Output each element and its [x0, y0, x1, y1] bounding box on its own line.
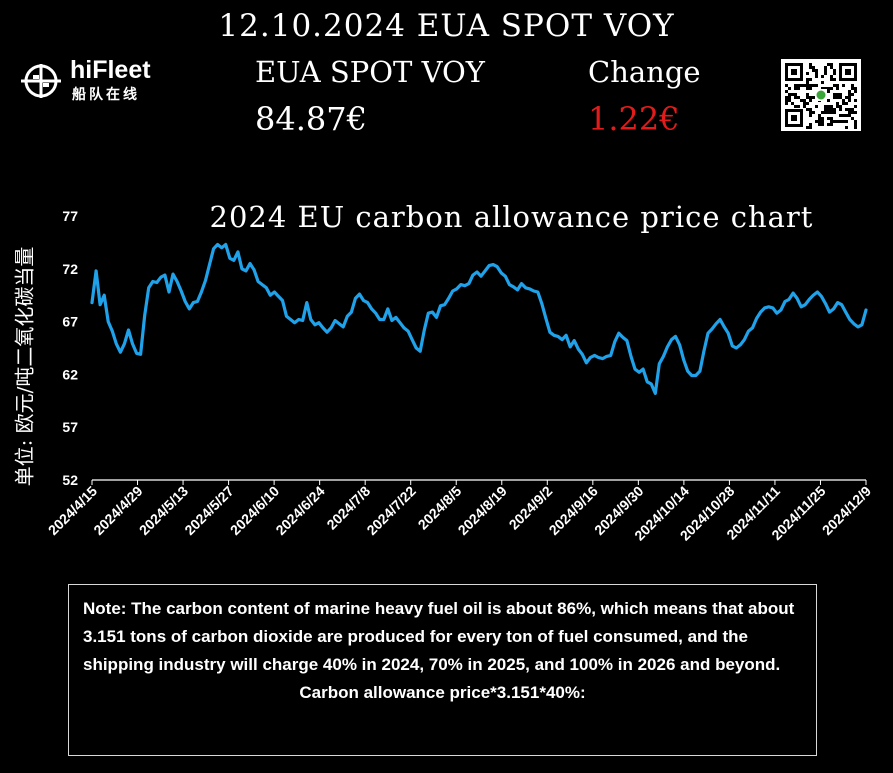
change-label: Change: [588, 55, 701, 89]
globe-ship-icon: [21, 64, 61, 98]
note-formula: Carbon allowance price*3.151*40%:: [299, 683, 586, 702]
chart-axes: [91, 479, 867, 485]
x-tick-label: 2024/8/19: [455, 483, 511, 539]
series-lines: [90, 242, 868, 395]
headline: 12.10.2024 EUA SPOT VOY: [218, 8, 675, 44]
logo-subtitle: 船队在线: [72, 86, 140, 102]
x-tick-label: 2024/12/9: [819, 483, 875, 539]
x-tick-label: 2024/7/22: [363, 483, 419, 539]
x-tick-labels: 2024/4/152024/4/292024/5/132024/5/272024…: [45, 483, 875, 544]
y-tick-label: 62: [62, 366, 78, 382]
y-tick-label: 77: [62, 208, 78, 224]
logo-name: hiFleet: [70, 56, 151, 84]
y-tick-label: 52: [62, 472, 78, 488]
hifleet-logo: hiFleet 船队在线: [20, 56, 170, 104]
change-value: 1.22€: [588, 100, 680, 138]
y-tick-label: 57: [62, 419, 78, 435]
y-tick-label: 72: [62, 261, 78, 277]
y-tick-labels: 52 57 62 67 72 77: [62, 208, 78, 488]
spot-price: 84.87€: [255, 100, 367, 138]
spot-label: EUA SPOT VOY: [255, 55, 485, 89]
note-box: Note: The carbon content of marine heavy…: [68, 584, 817, 756]
chart-title: 2024 EU carbon allowance price chart: [209, 200, 814, 234]
y-tick-label: 67: [62, 314, 78, 330]
price-series-line: [90, 242, 868, 395]
qr-code-icon: [781, 59, 861, 131]
note-text: Note: The carbon content of marine heavy…: [83, 599, 795, 674]
price-line-chart: 52 57 62 67 72 77 2024/4/152024/4/292024/5/13…: [45, 208, 875, 544]
x-tick-label: 2024/6/24: [272, 483, 328, 539]
